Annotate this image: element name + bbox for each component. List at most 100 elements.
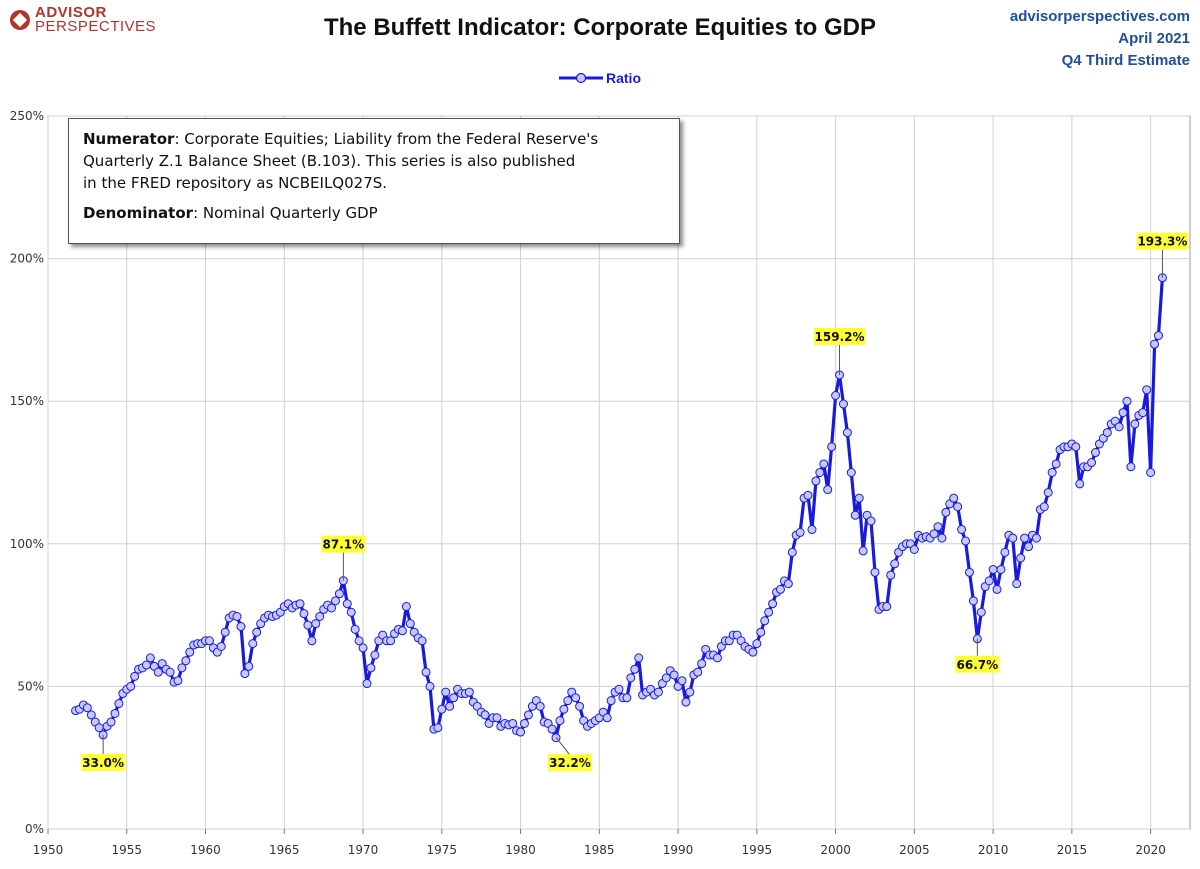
data-point <box>1138 408 1148 418</box>
data-point <box>354 636 364 646</box>
numerator-text-2: Quarterly Z.1 Balance Sheet (B.103). Thi… <box>83 152 576 170</box>
annotation-leader <box>555 736 571 756</box>
publish-date: April 2021 <box>1118 30 1190 47</box>
data-point <box>957 525 967 535</box>
x-tick-label: 2005 <box>899 843 930 857</box>
data-point <box>768 599 778 609</box>
data-point <box>606 696 616 706</box>
data-point <box>827 442 837 452</box>
data-point <box>464 687 474 697</box>
data-point <box>181 656 191 666</box>
data-point <box>850 510 860 520</box>
numerator-text-3: in the FRED repository as NCBEILQ027S. <box>83 174 388 192</box>
annotation-bg <box>955 655 1000 673</box>
data-point <box>1146 468 1156 477</box>
data-point <box>846 468 856 477</box>
x-tick-label: 1975 <box>427 843 458 857</box>
data-point <box>350 624 360 634</box>
data-point <box>961 536 971 546</box>
data-point <box>575 701 585 711</box>
data-point <box>996 564 1006 574</box>
annotation-bg <box>321 535 366 553</box>
data-point <box>1150 339 1160 349</box>
data-point <box>882 602 892 612</box>
data-point <box>480 710 490 720</box>
data-point <box>1024 542 1034 552</box>
data-point <box>342 599 352 609</box>
annotation-label: 193.3% <box>1137 235 1187 249</box>
data-point <box>405 619 415 629</box>
data-point <box>602 713 612 723</box>
data-point <box>1142 385 1152 395</box>
data-point <box>315 612 325 622</box>
annotation-label: 33.0% <box>82 756 124 770</box>
data-point <box>819 459 829 469</box>
legend-line-marker-icon <box>559 72 603 84</box>
data-point <box>547 724 557 734</box>
data-point <box>1075 479 1085 489</box>
data-point <box>1087 458 1097 468</box>
data-point <box>1012 579 1022 589</box>
data-point <box>220 627 230 637</box>
brand-logo: ADVISOR PERSPECTIVES <box>10 5 156 34</box>
x-tick-label: 1970 <box>348 843 379 857</box>
data-point <box>358 643 368 653</box>
data-point <box>185 647 195 657</box>
data-point <box>803 490 813 500</box>
data-point <box>299 609 309 619</box>
definition-note-box: Numerator: Corporate Equities; Liability… <box>68 118 680 244</box>
estimate-label: Q4 Third Estimate <box>1061 52 1190 69</box>
y-tick-label: 100% <box>10 537 44 551</box>
data-point <box>976 607 986 617</box>
data-point <box>177 663 187 673</box>
data-point <box>1071 442 1081 452</box>
data-point <box>523 710 533 720</box>
data-point <box>362 679 372 689</box>
data-point <box>1016 553 1026 563</box>
denominator-text: : Nominal Quarterly GDP <box>193 204 378 222</box>
data-point <box>1000 547 1010 557</box>
data-point <box>295 599 305 609</box>
x-tick-label: 1980 <box>505 843 536 857</box>
data-point <box>693 667 703 677</box>
data-point <box>811 476 821 486</box>
x-tick-label: 1985 <box>584 843 615 857</box>
data-point <box>653 687 663 697</box>
data-point <box>1122 396 1132 406</box>
data-point <box>516 727 526 737</box>
y-tick-label: 200% <box>10 252 44 266</box>
data-point <box>941 507 951 517</box>
x-tick-label: 2010 <box>978 843 1009 857</box>
data-point <box>634 653 644 663</box>
data-point <box>106 717 116 727</box>
data-point <box>366 663 376 673</box>
data-point <box>1020 533 1030 543</box>
data-point <box>838 399 848 409</box>
data-point <box>949 493 959 503</box>
data-point <box>437 704 447 714</box>
data-point <box>571 693 581 703</box>
data-point <box>842 428 852 438</box>
data-point <box>937 533 947 543</box>
data-point <box>984 576 994 586</box>
annotation-label: 66.7% <box>957 658 999 672</box>
data-point <box>173 676 183 686</box>
data-point <box>909 545 919 555</box>
data-point <box>1008 533 1018 543</box>
data-point <box>1153 331 1163 341</box>
data-point <box>1031 533 1041 543</box>
data-point <box>252 627 262 637</box>
x-tick-label: 1950 <box>33 843 64 857</box>
annotation-bg <box>813 327 866 345</box>
data-point <box>775 584 785 594</box>
data-point <box>614 684 624 694</box>
data-point <box>216 641 226 651</box>
data-point <box>858 546 868 556</box>
data-point <box>126 681 136 691</box>
data-point <box>248 639 258 649</box>
data-point <box>815 468 825 477</box>
data-point <box>764 607 774 617</box>
data-point <box>145 653 155 663</box>
data-point <box>441 687 451 697</box>
x-tick-label: 2000 <box>820 843 851 857</box>
